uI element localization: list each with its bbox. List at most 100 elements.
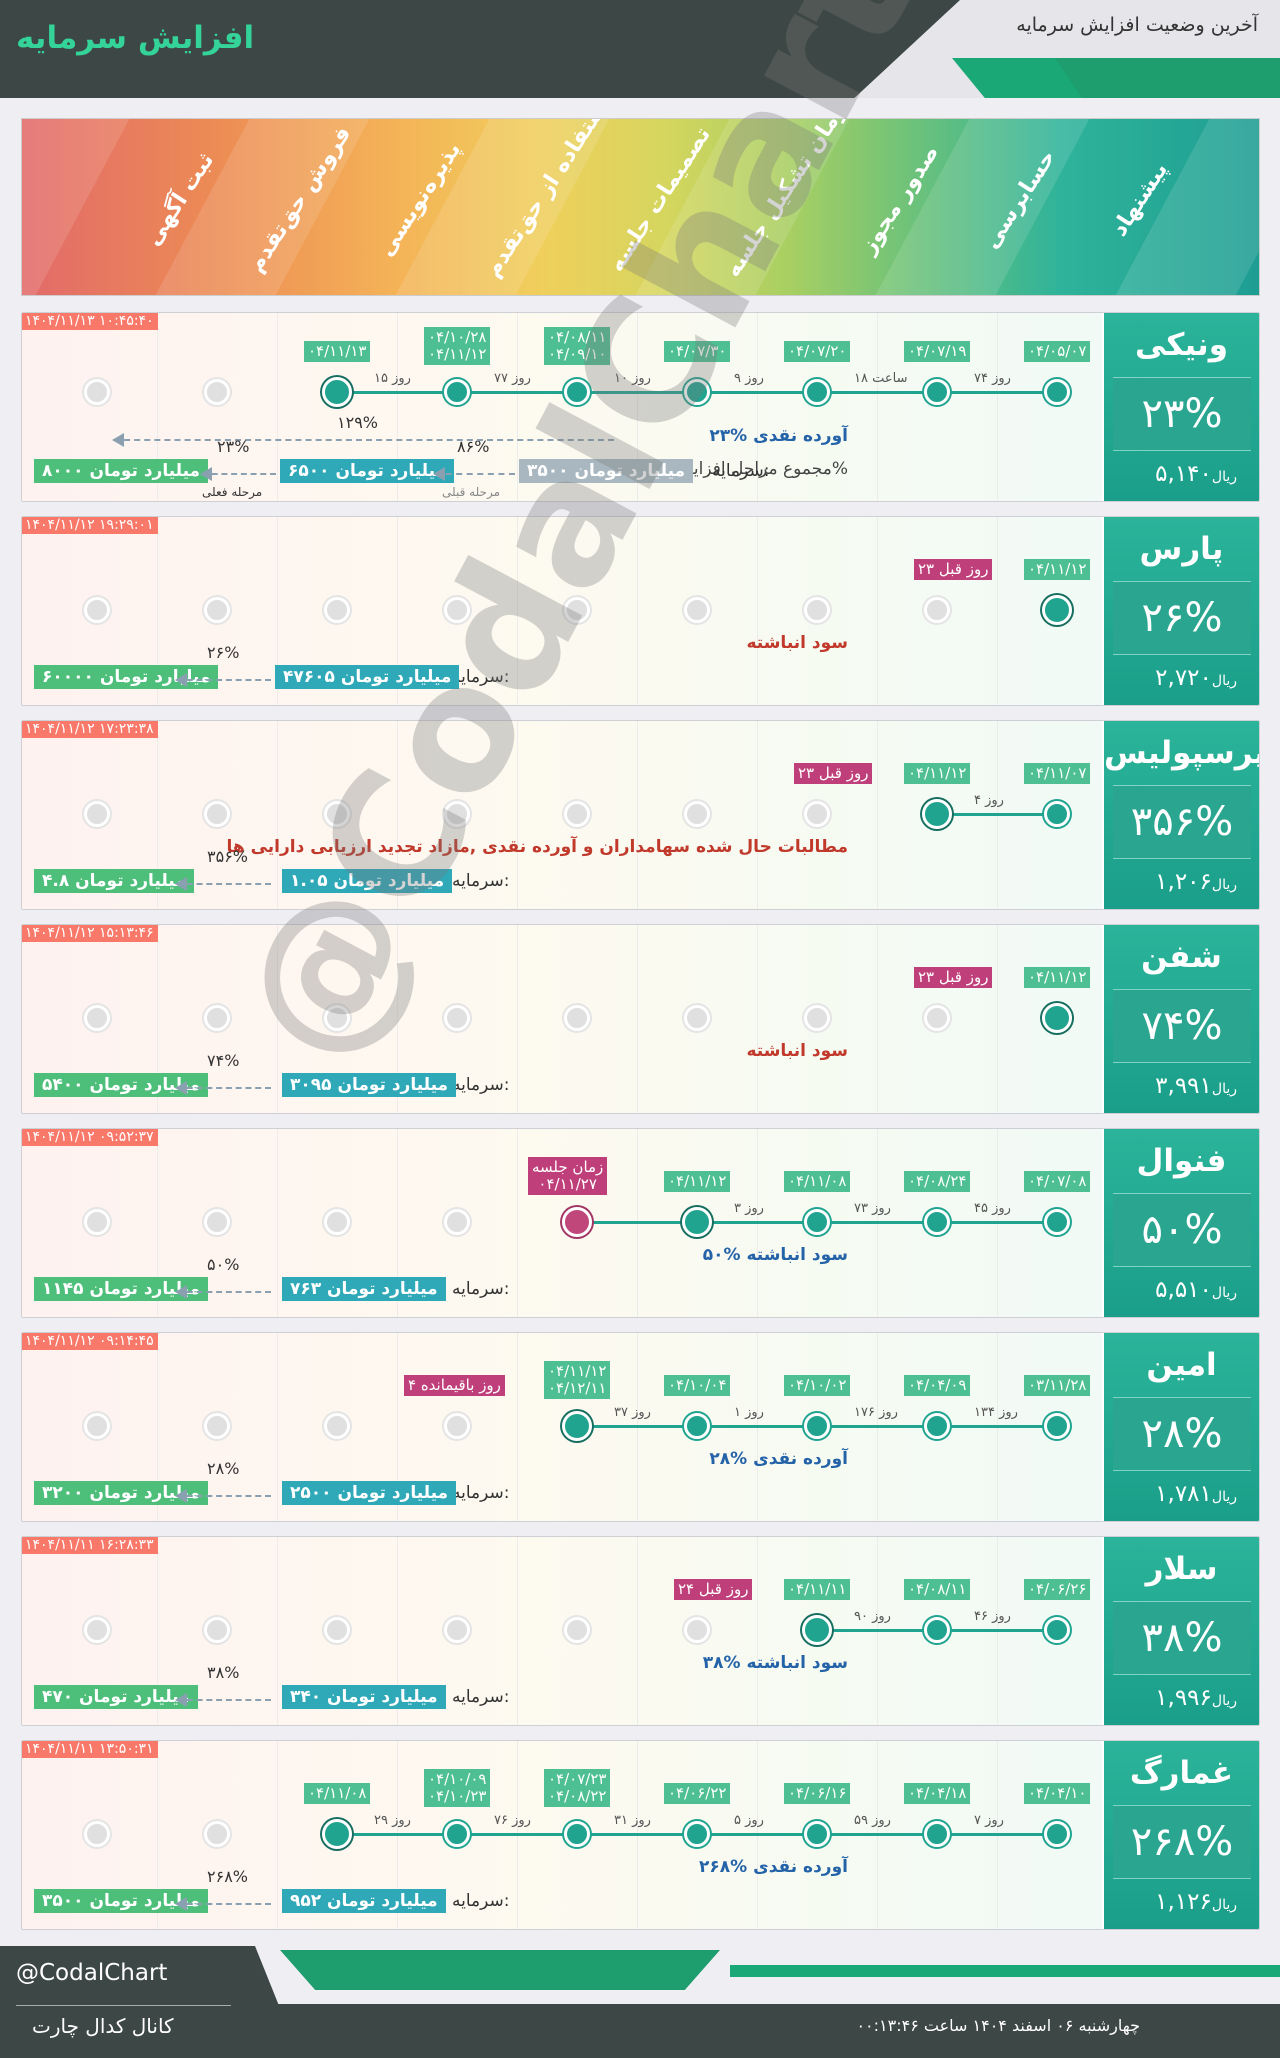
price-value: ۱,۱۲۶ — [1155, 1889, 1212, 1915]
timeline-node — [922, 799, 952, 829]
grid-line — [157, 925, 158, 1113]
company-card[interactable]: ۱۴۰۴/۱۱/۱۲ ۰۹:۱۴:۴۵ امین ۲۸% ریال۱,۷۸۱ ۰۳/۱۱… — [21, 1332, 1260, 1522]
price-value: ۱,۹۹۶ — [1155, 1685, 1212, 1711]
timeline-node-pending — [804, 801, 830, 827]
gap-label: ۵۹ روز — [854, 1813, 891, 1828]
days-badge: ۲۳ روز قبل — [914, 967, 993, 988]
capital-arrow-pct: ۷۴% — [207, 1051, 240, 1070]
timeline-node-pending — [564, 597, 590, 623]
gap-label: ۲۹ روز — [374, 1813, 411, 1828]
days-badge: ۴ روز باقیمانده — [404, 1375, 505, 1396]
page-title: افزایش سرمایه — [16, 20, 255, 56]
stage-description: ۲۸% آورده نقدی — [709, 1449, 848, 1469]
capital-current: ۹۵۲ میلیارد تومان — [282, 1889, 446, 1913]
grid-line — [397, 1537, 398, 1725]
capital-new: ۶۰۰۰۰ میلیارد تومان — [34, 665, 219, 689]
timeline-node-pending — [684, 1617, 710, 1643]
stage-date: ۰۴/۰۸/۱۱ ۰۴/۰۹/۱۰ — [544, 327, 611, 365]
price-unit: ریال — [1211, 1897, 1237, 1913]
stage-date: ۰۴/۱۱/۰۸ — [784, 1171, 851, 1192]
timeline-node — [682, 1207, 712, 1237]
company-name: شفن — [1141, 939, 1222, 975]
gap-label: ۷۶ روز — [494, 1813, 531, 1828]
price-unit: ریال — [1211, 1285, 1237, 1301]
capital-current: ۲۵۰۰ میلیارد تومان — [282, 1481, 457, 1505]
grid-line — [997, 517, 998, 705]
company-price: ریال۵,۱۴۰ — [1155, 461, 1237, 487]
price-unit: ریال — [1211, 1489, 1237, 1505]
stage-description: مطالبات حال شده سهامداران و آورده نقدی ,… — [226, 837, 849, 857]
timeline-node-pending — [804, 1005, 830, 1031]
stage-date: ۰۴/۰۸/۲۴ — [904, 1171, 971, 1192]
stage-date: ۰۴/۰۷/۳۰ — [664, 341, 731, 362]
price-unit: ریال — [1211, 1081, 1237, 1097]
footer-dark-band — [0, 1946, 300, 2058]
gap-label: ۱۷۶ روز — [854, 1405, 898, 1420]
stage-date: ۰۴/۱۱/۱۱ — [784, 1579, 851, 1600]
stage-date: ۰۴/۱۰/۰۴ — [664, 1375, 731, 1396]
company-card[interactable]: ۱۴۰۴/۱۱/۱۲ ۰۹:۵۲:۳۷ فنوال ۵۰% ریال۵,۵۱۰ ۰۴/۰… — [21, 1128, 1260, 1318]
timeline-node — [924, 379, 950, 405]
capital-current: ۷۶۳ میلیارد تومان — [282, 1277, 446, 1301]
company-card[interactable]: ۱۴۰۴/۱۱/۱۱ ۱۶:۲۸:۳۳ سلار ۳۸% ریال۱,۹۹۶ ۰۴/۰۶… — [21, 1536, 1260, 1726]
timeline-node — [924, 1413, 950, 1439]
timeline-node — [1042, 595, 1072, 625]
capital-label: سرمایه: — [452, 1483, 510, 1503]
grid-line — [157, 1129, 158, 1317]
timeline-node — [924, 1617, 950, 1643]
capital-arrow — [175, 877, 271, 891]
company-name: ونیکی — [1135, 327, 1228, 363]
timeline-node-pending — [204, 1617, 230, 1643]
gap-label: ۷۳ روز — [854, 1201, 891, 1216]
gap-label: ۴۵ روز — [974, 1201, 1011, 1216]
company-card[interactable]: ۱۴۰۴/۱۱/۱۳ ۱۰:۴۵:۴۰ ونیکی ۲۳% ریال۵,۱۴۰ ۰۴/۰… — [21, 312, 1260, 502]
grid-line — [637, 517, 638, 705]
capital-current: ۳۴۰ میلیارد تومان — [282, 1685, 446, 1709]
footer-green-line — [730, 1965, 1280, 1977]
timeline-node — [1042, 1003, 1072, 1033]
timeline-node-pending — [444, 1005, 470, 1031]
grid-line — [397, 517, 398, 705]
grid-line — [757, 313, 758, 501]
price-value: ۵,۱۴۰ — [1155, 461, 1212, 487]
timestamp-badge: ۱۴۰۴/۱۱/۱۱ ۱۳:۵۰:۳۱ — [22, 1741, 158, 1758]
grid-line — [877, 517, 878, 705]
stage-date: ۰۴/۱۱/۰۷ — [1024, 763, 1091, 784]
grid-line — [277, 925, 278, 1113]
stage-date: ۰۴/۱۱/۱۲ — [1024, 559, 1091, 580]
company-card[interactable]: ۱۴۰۴/۱۱/۱۲ ۱۵:۱۳:۴۶ شفن ۷۴% ریال۳,۹۹۱ ۰۴/۱۱/… — [21, 924, 1260, 1114]
grid-line — [637, 1537, 638, 1725]
price-value: ۱,۲۰۶ — [1155, 869, 1212, 895]
company-name: پارس — [1139, 531, 1224, 567]
timeline-node-pending — [84, 1617, 110, 1643]
footer-handle[interactable]: @CodalChart — [16, 1960, 168, 1986]
capital-arrow — [175, 1693, 271, 1707]
capital-arrow — [175, 1897, 271, 1911]
timestamp-badge: ۱۴۰۴/۱۱/۱۲ ۱۹:۲۹:۰۱ — [22, 517, 158, 534]
company-percent: ۲۸% — [1113, 1397, 1251, 1471]
grid-line — [877, 313, 878, 501]
gap-label: ۱ روز — [734, 1405, 764, 1420]
timeline-node — [804, 1209, 830, 1235]
grid-line — [277, 313, 278, 501]
company-card[interactable]: ۱۴۰۴/۱۱/۱۱ ۱۳:۵۰:۳۱ غمارگ ۲۶۸% ریال۱,۱۲۶ ۰۴/… — [21, 1740, 1260, 1930]
capital-label: سرمایه: — [452, 1891, 510, 1911]
stage-date: ۰۴/۰۶/۱۶ — [784, 1783, 851, 1804]
capital-current: ۶۵۰۰ میلیارد تومان — [280, 459, 455, 483]
stage-date: ۰۴/۱۱/۱۲ ۰۴/۱۲/۱۱ — [544, 1361, 611, 1399]
company-card[interactable]: ۱۴۰۴/۱۱/۱۲ ۱۹:۲۹:۰۱ پارس ۲۶% ریال۲,۷۲۰ ۰۴/۱۱… — [21, 516, 1260, 706]
grid-line — [397, 1333, 398, 1521]
company-price: ریال۱,۷۸۱ — [1155, 1481, 1237, 1507]
company-side-panel: امین ۲۸% ریال۱,۷۸۱ — [1104, 1333, 1259, 1521]
gap-label: ۴ روز — [974, 793, 1004, 808]
company-percent: ۲۶۸% — [1113, 1805, 1251, 1879]
stage-date: ۰۴/۰۷/۱۹ — [904, 341, 971, 362]
timeline-node-pending — [444, 801, 470, 827]
timeline-node — [562, 1411, 592, 1441]
timeline-node-pending — [564, 1005, 590, 1031]
capital-arrow-pct: ۲۶۸% — [207, 1867, 248, 1886]
gap-label: ۱۸ ساعت — [854, 371, 908, 386]
footer-green-band — [280, 1950, 720, 1990]
footer-date: چهارشنبه ۰۶ اسفند ۱۴۰۴ ساعت ۰۰:۱۳:۴۶ — [856, 2016, 1140, 2035]
company-card[interactable]: ۱۴۰۴/۱۱/۱۲ ۱۷:۲۳:۳۸ پرسپولیس ۳۵۶% ریال۱,۲۰۶… — [21, 720, 1260, 910]
